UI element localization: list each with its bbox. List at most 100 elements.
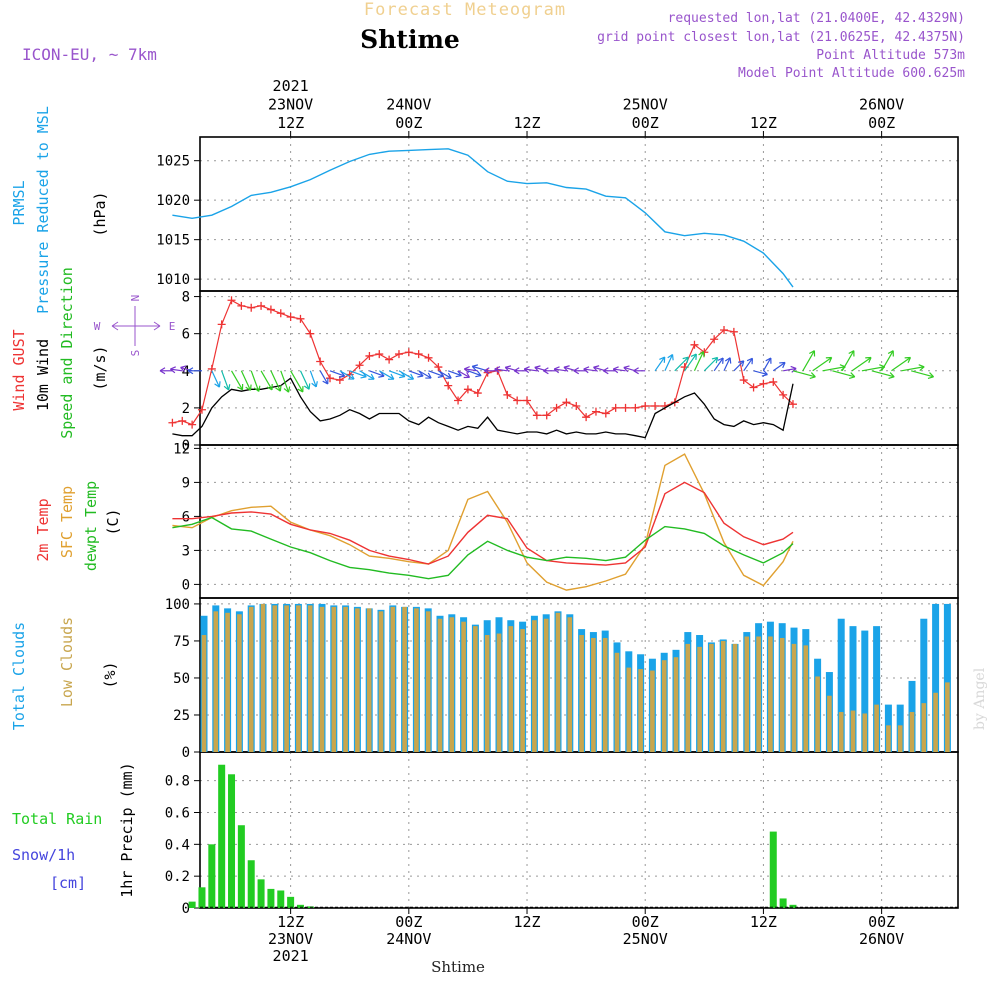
y-tick-label: 25 (173, 708, 190, 724)
rain-bar (769, 831, 777, 908)
low-cloud-bar (673, 657, 679, 752)
wind-arrow-head (765, 357, 772, 364)
wind-arrow-shaft (703, 357, 719, 372)
wind-arrow-head (523, 366, 530, 374)
ylabel-temp: (C) (104, 508, 122, 535)
wind-arrow-head (849, 372, 856, 379)
low-cloud-bar (838, 712, 844, 752)
low-cloud-bar (768, 636, 773, 752)
low-cloud-bar (390, 606, 396, 752)
wind-arrow (339, 370, 355, 380)
y-tick-label: 0 (182, 745, 190, 761)
wind-arrow (494, 366, 508, 374)
compass-n: N (129, 295, 142, 302)
wind-arrow-head (790, 365, 797, 373)
wind-arrow (851, 356, 872, 372)
gust-marker (572, 402, 581, 411)
gust-marker (316, 357, 325, 366)
wind-arrow-shaft (349, 370, 367, 378)
gust-marker (542, 411, 551, 420)
wind-arrow-shaft (280, 370, 290, 393)
wind-arrow-head (918, 364, 925, 372)
wind-arrow-shaft (693, 351, 704, 372)
wind-arrow-head (927, 372, 935, 379)
ylabel-wind: (m/s) (91, 345, 109, 390)
wind-arrow-head (170, 366, 176, 374)
gust-marker (247, 303, 256, 312)
wind-arrow-shaft (861, 366, 885, 372)
wind-arrow (250, 370, 261, 392)
low-cloud-bar (874, 704, 879, 752)
gust-marker (276, 309, 285, 318)
wind-arrow-shaft (812, 356, 833, 372)
wind-arrow (418, 370, 432, 379)
label-dewpt-temp: dewpt Temp (82, 481, 100, 571)
top-time-label: 00Z (868, 114, 895, 132)
rain-bar (789, 904, 797, 908)
gust-marker (759, 379, 768, 388)
total-cloud-bar (920, 618, 928, 752)
wind-arrow (290, 370, 304, 393)
wind-arrow (170, 366, 183, 374)
wind-arrow (841, 350, 855, 372)
wind-arrow-head (825, 356, 833, 364)
label-low-clouds: Low Clouds (58, 617, 76, 707)
wind-arrow-head (455, 370, 462, 378)
y-tick-label: 8 (182, 290, 190, 306)
wind-arrow-shaft (583, 368, 597, 372)
gust-marker (434, 363, 443, 372)
low-cloud-bar (213, 611, 219, 752)
wind-arrow-shaft (723, 357, 731, 372)
low-cloud-bar (897, 725, 903, 752)
wind-arrow (674, 356, 689, 372)
wind-10m-line (172, 377, 794, 439)
wind-arrow (260, 370, 273, 391)
low-cloud-bar (602, 637, 608, 752)
panel-1: 1010 1015 1020 1025 (156, 136, 959, 292)
low-cloud-bar (626, 667, 632, 752)
wind-arrow (612, 366, 626, 374)
bottom-time-label: 12Z (277, 913, 304, 931)
low-cloud-bar (248, 606, 254, 752)
wind-arrow-head (667, 353, 674, 361)
wind-arrow-head (180, 365, 187, 373)
bottom-time-label: 12Z (513, 913, 540, 931)
wind-arrow-shaft (299, 370, 310, 390)
low-cloud-bar (461, 621, 466, 752)
y-tick-label: 0 (182, 901, 190, 917)
gust-marker (286, 312, 295, 321)
wind-arrow-head (297, 386, 304, 393)
wind-arrow-shaft (290, 370, 304, 393)
wind-arrow-head (659, 356, 666, 363)
gust-marker (266, 305, 275, 314)
top-time-label: 25NOV (623, 96, 668, 114)
wind-arrow-head (463, 371, 471, 379)
low-cloud-bar (650, 670, 655, 752)
low-cloud-bar (272, 605, 278, 752)
model-altitude: Model Point Altitude 600.625m (738, 66, 965, 81)
gust-marker (601, 409, 610, 418)
compass-legend: N S W E (94, 295, 176, 357)
wind-arrow-head (407, 373, 415, 380)
wind-arrow-shaft (901, 366, 925, 372)
wind-arrow-head (724, 357, 732, 364)
temp-2m-line (172, 481, 794, 566)
low-cloud-bar (543, 618, 549, 752)
rain-bar (779, 898, 787, 908)
wind-arrow-head (425, 372, 432, 379)
wind-arrow-shaft (613, 368, 626, 372)
wind-arrow (240, 370, 252, 391)
panel-frame (199, 444, 959, 599)
wind-arrow-shaft (851, 356, 872, 372)
rain-bar (287, 896, 295, 908)
bottom-time-label: 00Z (395, 913, 422, 931)
y-tick-label: 1015 (156, 233, 190, 249)
wind-arrow (448, 370, 462, 378)
wind-arrow-shaft (211, 370, 220, 388)
pressure-line (172, 148, 794, 288)
wind-arrow-head (690, 353, 697, 360)
wind-arrow-shaft (260, 370, 273, 391)
wind-arrow-shaft (674, 356, 689, 372)
wind-arrow (703, 356, 719, 372)
